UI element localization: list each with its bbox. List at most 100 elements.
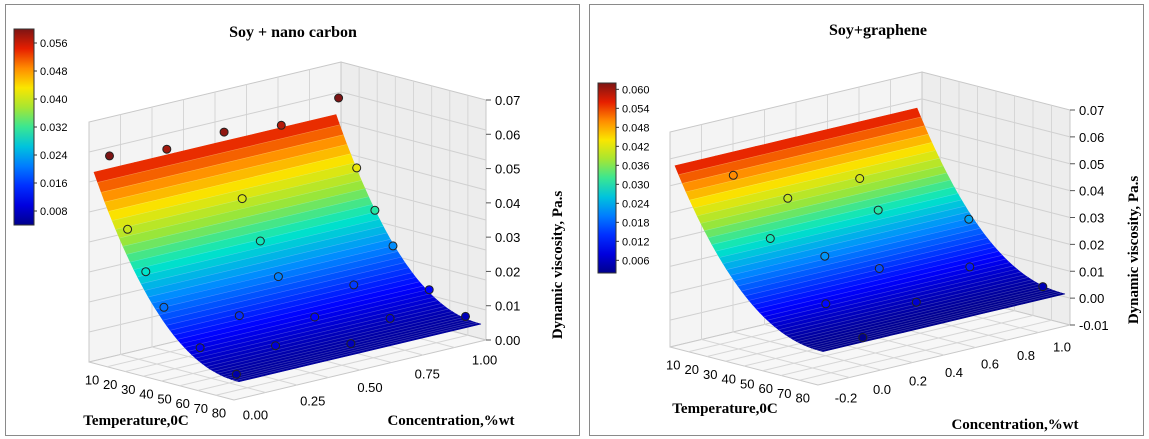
- x-tick-label: 80: [796, 391, 810, 406]
- colorbar-tick-label: 0.024: [40, 150, 68, 162]
- surface-contour: [180, 285, 424, 344]
- z-tick-label: 0.05: [1079, 157, 1104, 172]
- data-point: [346, 339, 356, 349]
- surface-contour: [213, 313, 456, 372]
- colorbar: 0.056 0.048 0.040 0.032 0.024 0.016 0.008: [13, 28, 68, 226]
- z-tick-label: -0.01: [1079, 318, 1109, 333]
- surface-contour: [693, 150, 936, 209]
- data-point: [728, 170, 738, 180]
- surface-contour: [745, 237, 988, 297]
- chart-title: Soy + nano carbon: [229, 24, 357, 41]
- surface-contour: [162, 262, 405, 321]
- data-point: [388, 241, 398, 251]
- surface-contour: [228, 320, 471, 379]
- surface-contour: [708, 179, 951, 239]
- data-point: [783, 193, 793, 203]
- z-tick-label: 0.04: [495, 196, 520, 211]
- colorbar-tick-label: 0.048: [622, 122, 650, 134]
- surface-contour: [126, 196, 369, 255]
- colorbar-tick-label: 0.054: [622, 103, 650, 115]
- colorbar-tick-label: 0.006: [622, 255, 650, 267]
- surface-contour: [141, 225, 384, 285]
- data-point: [349, 280, 359, 290]
- surface-contour: [686, 133, 929, 193]
- surface-contour: [797, 283, 1040, 342]
- surface-contour: [719, 199, 962, 258]
- z-tick-label: 0.06: [495, 127, 520, 142]
- surface-contour: [101, 134, 344, 193]
- y-tick-label: 1.0: [1053, 339, 1071, 354]
- surface-contour: [760, 255, 1003, 314]
- data-point: [352, 163, 362, 173]
- data-points: [105, 93, 470, 379]
- surface-contour: [715, 193, 958, 252]
- surface-contour: [159, 256, 402, 316]
- y-axis-label: Concentration,%wt: [951, 417, 1078, 433]
- y-tick-label: 0.00: [243, 407, 268, 422]
- z-tick-label: 0.06: [1079, 130, 1104, 145]
- colorbar-tick-label: 0.032: [40, 122, 68, 134]
- surface-contour: [726, 211, 969, 270]
- y-tick-label: 0.50: [357, 380, 382, 395]
- colorbar-tick-label: 0.008: [40, 206, 68, 218]
- axes: 0.00 0.01 0.02 0.03 0.04 0.05 0.06 0.07 10 20 30 40…: [85, 93, 520, 422]
- surface-contour: [104, 144, 347, 203]
- y-axis-label: Concentration,%wt: [387, 413, 514, 429]
- z-tick-label: 0.03: [1079, 211, 1104, 226]
- surface-contour: [815, 291, 1058, 350]
- surface-contour: [808, 288, 1051, 348]
- surface-contour: [133, 211, 376, 270]
- x-tick-label: 70: [777, 386, 791, 401]
- data-point: [873, 205, 883, 215]
- x-tick-label: 50: [157, 391, 171, 406]
- z-tick-label: 0.03: [495, 230, 520, 245]
- x-axis-label: Temperature,0C: [83, 413, 188, 429]
- x-tick-label: 40: [139, 387, 153, 402]
- y-tick-label: 0.6: [981, 356, 999, 371]
- data-point: [765, 234, 775, 243]
- surface-contour: [774, 268, 1017, 328]
- y-tick-label: 0.4: [945, 365, 963, 380]
- data-point: [1038, 282, 1048, 292]
- z-tick-label: 0.05: [495, 162, 520, 177]
- surface-contour: [202, 306, 445, 365]
- x-tick-label: 70: [194, 401, 208, 416]
- x-tick-label: 60: [175, 396, 189, 411]
- x-tick-label: 10: [666, 357, 680, 372]
- chart-panel-soy-nano-carbon: 0.00 0.01 0.02 0.03 0.04 0.05 0.06 0.07 10 20 30 40…: [5, 4, 580, 436]
- surface-contour: [148, 239, 391, 298]
- surface-contour: [752, 246, 995, 306]
- colorbar-tick-label: 0.024: [622, 198, 650, 210]
- data-point: [271, 341, 280, 351]
- colorbar-tick-label: 0.048: [40, 66, 68, 78]
- grid-line-x: [799, 105, 1052, 381]
- surface-contour: [682, 125, 925, 184]
- surface-contour: [151, 245, 395, 304]
- surface-contour: [767, 262, 1010, 321]
- data-point: [195, 343, 205, 353]
- surface-contour: [689, 142, 932, 201]
- data-point: [964, 214, 974, 224]
- colorbar-tick-label: 0.012: [622, 236, 650, 248]
- data-point: [821, 299, 831, 309]
- surface-contour: [130, 204, 373, 263]
- y-tick-label: 0.2: [909, 374, 927, 389]
- surface-patch: [436, 322, 482, 335]
- surface-contour: [231, 321, 474, 380]
- surface-contour: [235, 322, 478, 381]
- surface-contour: [166, 267, 409, 326]
- surface-contour: [734, 222, 977, 281]
- z-tick-label: 0.02: [495, 264, 520, 279]
- data-point: [461, 311, 470, 321]
- colorbar-tick-label: 0.030: [622, 179, 650, 191]
- surface-contour: [771, 265, 1014, 324]
- surface-contour: [697, 157, 940, 217]
- surface-contour: [220, 317, 463, 376]
- surface-contour: [209, 311, 453, 370]
- surface-contour: [700, 165, 943, 224]
- y-tick-label: 0.25: [300, 394, 325, 409]
- surface: [93, 114, 482, 383]
- grid-line-z: [88, 91, 487, 153]
- z-axis-label: Dynamic viscosity, Pa.s: [1126, 176, 1142, 324]
- surface-contour: [741, 233, 984, 292]
